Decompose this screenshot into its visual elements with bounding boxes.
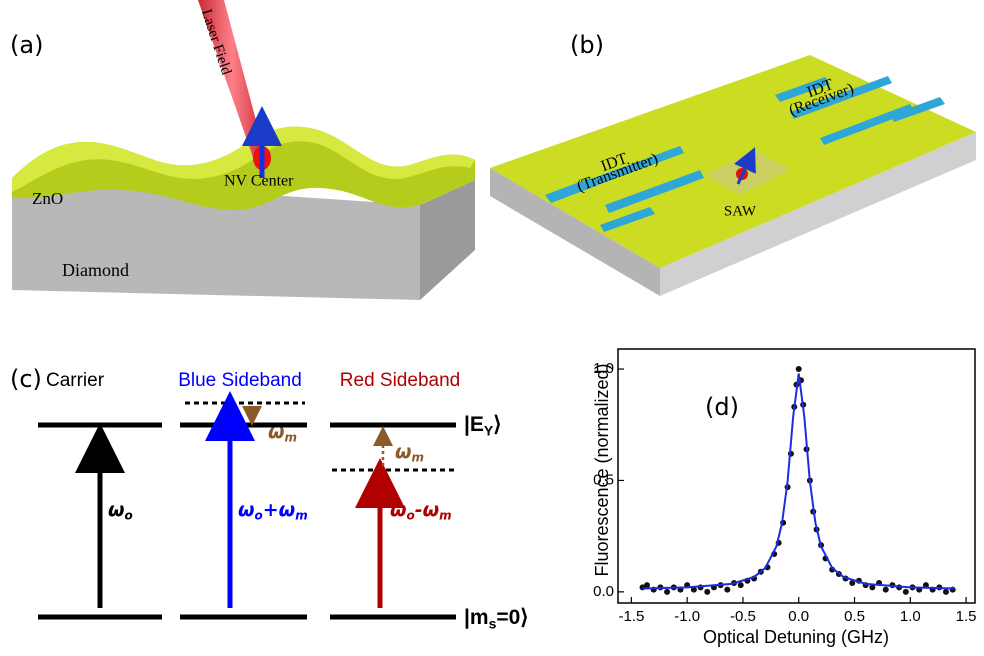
- saw-label: SAW: [724, 203, 757, 219]
- y-tick-label: 0.5: [593, 471, 614, 488]
- data-point: [644, 582, 650, 588]
- subscript: m: [439, 508, 452, 522]
- x-tick-label: 1.0: [900, 608, 921, 625]
- panel-c: (c) Carrier Blue Sideband Red Sideband ω…: [10, 365, 529, 631]
- column-label: Carrier: [46, 370, 105, 391]
- transition-label: ωo-ωm: [390, 499, 452, 523]
- x-tick-label: -1.0: [674, 608, 700, 625]
- panel-d: (d) Optical Detuning (GHz) Fluorescence …: [592, 349, 977, 647]
- fit-line: [643, 374, 955, 589]
- subscript: m: [285, 430, 298, 444]
- shift-label: ωm: [395, 441, 424, 465]
- y-tick-label: 1.0: [593, 360, 614, 377]
- y-axis-label: Fluorescence (normalized): [592, 363, 612, 576]
- x-axis-label: Optical Detuning (GHz): [703, 627, 889, 647]
- data-point: [796, 366, 802, 372]
- column-label: Red Sideband: [340, 370, 460, 391]
- panel-label: (a): [10, 31, 43, 59]
- panel-a: (a) Laser Field ZnO NV Center Diamond: [10, 0, 475, 300]
- text-part: ⟩: [493, 413, 501, 436]
- data-point: [903, 589, 909, 595]
- substrate-label: Diamond: [62, 260, 129, 280]
- text-part: +ω: [263, 499, 295, 521]
- text-part: ω: [395, 441, 412, 463]
- data-point: [724, 587, 730, 593]
- column-label: Blue Sideband: [178, 370, 302, 391]
- data-point: [883, 587, 889, 593]
- text-part: |m: [464, 606, 489, 629]
- data-point: [664, 589, 670, 595]
- x-tick-label: -1.5: [618, 608, 644, 625]
- text-part: ω: [268, 421, 285, 443]
- subscript: s: [489, 615, 497, 631]
- panel-label: (d): [705, 393, 739, 421]
- defect-label: NV Center: [224, 173, 294, 190]
- panel-b: (b) IDT (Transmitter) IDT (Receiver) SAW: [490, 31, 976, 296]
- text-part: |E: [464, 413, 484, 436]
- subscript: o: [407, 508, 415, 522]
- subscript: m: [412, 450, 425, 464]
- text-part: =0⟩: [496, 606, 528, 629]
- text-part: ω: [238, 499, 255, 521]
- panel-label: (c): [10, 365, 42, 393]
- subscript: o: [125, 508, 133, 522]
- data-point: [704, 589, 710, 595]
- figure: (a) Laser Field ZnO NV Center Diamond (b…: [0, 0, 984, 656]
- subscript: o: [255, 508, 263, 522]
- x-tick-label: -0.5: [730, 608, 756, 625]
- y-tick-label: 0.0: [593, 583, 614, 600]
- data-point: [943, 589, 949, 595]
- data-point: [738, 582, 744, 588]
- layer-label: ZnO: [32, 189, 63, 208]
- state-label: |EY⟩: [464, 413, 501, 438]
- state-label: |ms=0⟩: [464, 606, 529, 631]
- subscript: m: [295, 508, 308, 522]
- transition-label: ωo+ωm: [238, 499, 308, 523]
- panel-label: (b): [570, 31, 604, 59]
- x-tick-label: 1.5: [956, 608, 977, 625]
- transition-label: ωo: [108, 499, 133, 523]
- text-part: -ω: [415, 499, 439, 521]
- x-tick-label: 0.5: [844, 608, 865, 625]
- text-part: ω: [108, 499, 125, 521]
- text-part: ω: [390, 499, 407, 521]
- x-tick-label: 0.0: [788, 608, 809, 625]
